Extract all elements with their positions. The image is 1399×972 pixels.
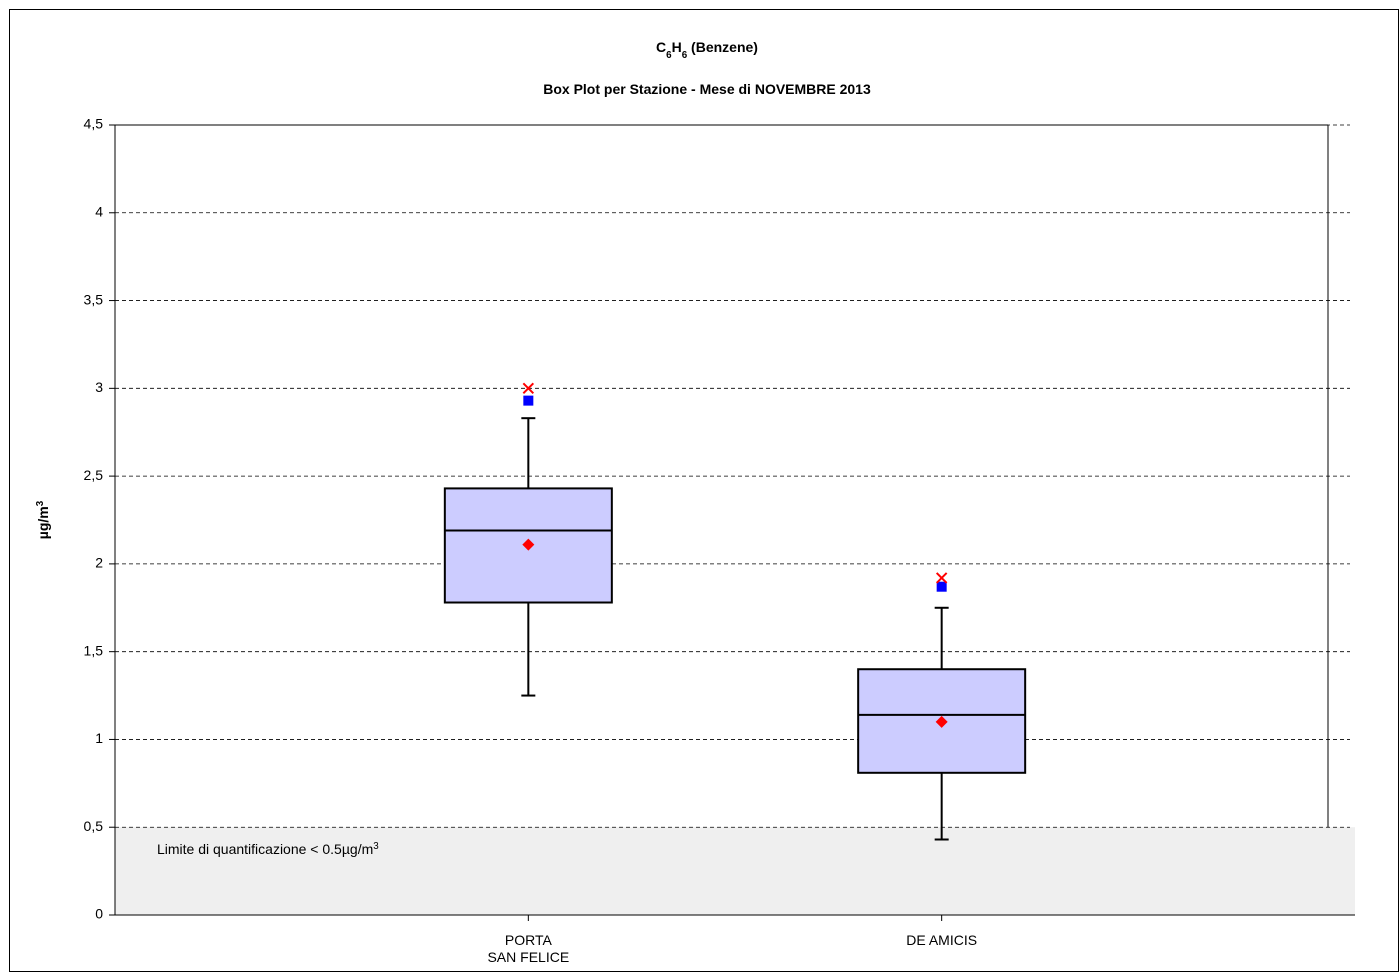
y-axis-label-part: µg/m [35,506,51,539]
y-tick-label: 1,5 [84,642,104,658]
chart-subtitle: Box Plot per Stazione - Mese di NOVEMBRE… [543,81,871,97]
annotation-part: 3 [373,841,379,852]
y-tick-label: 2,5 [84,467,104,483]
square-marker [523,395,534,406]
y-tick-label: 0,5 [84,818,104,834]
y-tick-label: 3,5 [84,291,104,307]
y-tick-label: 0 [95,906,103,922]
chart-title: C6H6 (Benzene) [656,39,758,61]
y-tick-label: 4 [95,203,103,219]
mean-marker [522,538,535,551]
x-marker [935,572,948,584]
y-axis-label: µg/m3 [35,500,52,539]
chart-title-part: C [656,39,666,55]
chart-title-part: 6 [682,50,688,61]
annotation-part: Limite di quantificazione < 0.5µg/m [157,841,373,857]
y-tick-label: 4,5 [84,116,104,132]
shaded-band [115,827,1355,915]
mean-marker [935,715,948,728]
x-tick-label: PORTA SAN FELICE [487,932,569,965]
y-tick-label: 2 [95,555,103,571]
chart-title-part: (Benzene) [687,39,758,55]
square-marker [936,581,947,592]
chart-title-part: 6 [666,50,672,61]
chart-frame [9,9,1399,972]
y-tick-label: 1 [95,730,103,746]
annotation: Limite di quantificazione < 0.5µg/m3 [157,841,379,858]
chart-title-part: H [672,39,682,55]
y-axis-label-part: 3 [35,500,46,506]
x-tick-label: DE AMICIS [906,932,977,948]
y-tick-label: 3 [95,379,103,395]
x-marker [522,382,535,395]
